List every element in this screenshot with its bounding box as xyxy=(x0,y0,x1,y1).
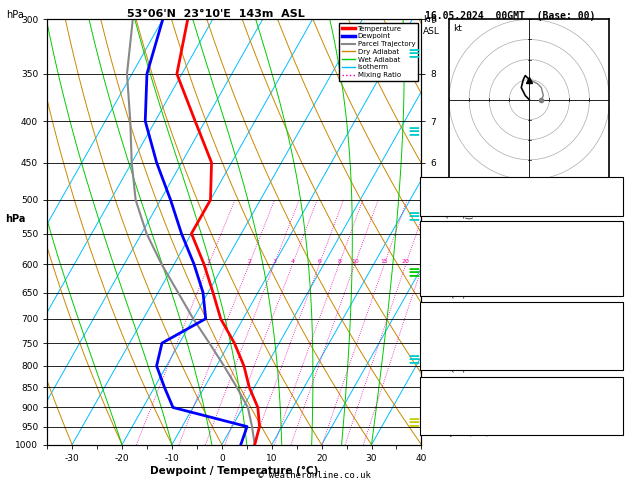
Text: LCL: LCL xyxy=(427,422,442,431)
Text: 297: 297 xyxy=(602,329,620,338)
Text: CIN (J): CIN (J) xyxy=(426,289,467,299)
Text: hPa: hPa xyxy=(5,214,25,224)
Text: 8: 8 xyxy=(614,340,620,350)
Text: kt: kt xyxy=(453,24,462,34)
Text: ≡: ≡ xyxy=(408,124,420,139)
Title: 53°06'N  23°10'E  143m  ASL: 53°06'N 23°10'E 143m ASL xyxy=(126,9,304,18)
Text: © weatheronline.co.uk: © weatheronline.co.uk xyxy=(258,471,371,480)
Text: 16.05.2024  00GMT  (Base: 00): 16.05.2024 00GMT (Base: 00) xyxy=(425,11,595,21)
Text: Lifted Index: Lifted Index xyxy=(426,340,497,350)
Text: 2: 2 xyxy=(247,259,251,264)
Text: Pressure (mb): Pressure (mb) xyxy=(426,317,503,327)
Text: Lifted Index: Lifted Index xyxy=(426,267,497,277)
Text: CAPE (J): CAPE (J) xyxy=(426,351,474,361)
Text: CIN (J): CIN (J) xyxy=(426,363,467,372)
Text: 123°: 123° xyxy=(596,416,620,425)
Text: 900: 900 xyxy=(602,317,620,327)
Text: 15: 15 xyxy=(381,259,388,264)
Text: StmDir: StmDir xyxy=(426,416,462,425)
Text: ≡: ≡ xyxy=(408,265,420,279)
X-axis label: Dewpoint / Temperature (°C): Dewpoint / Temperature (°C) xyxy=(150,466,318,476)
Text: CAPE (J): CAPE (J) xyxy=(426,278,474,288)
Text: PW (cm): PW (cm) xyxy=(426,208,467,218)
Text: 10: 10 xyxy=(351,259,359,264)
Text: 3: 3 xyxy=(272,259,276,264)
Text: 3.8: 3.8 xyxy=(602,246,620,256)
Text: K: K xyxy=(426,182,432,192)
Text: Dewp (°C): Dewp (°C) xyxy=(426,246,479,256)
Text: -8: -8 xyxy=(608,182,620,192)
Text: ≡: ≡ xyxy=(408,46,420,61)
Text: ASL: ASL xyxy=(423,27,440,36)
Text: 6: 6 xyxy=(318,259,321,264)
Text: 20: 20 xyxy=(402,259,409,264)
Text: 8: 8 xyxy=(337,259,341,264)
Text: θₑ (K): θₑ (K) xyxy=(426,329,462,338)
Text: Mixing Ratio (g/kg): Mixing Ratio (g/kg) xyxy=(465,195,475,269)
Text: hPa: hPa xyxy=(6,10,24,20)
Text: 13: 13 xyxy=(608,427,620,437)
Text: Temp (°C): Temp (°C) xyxy=(426,235,479,245)
Text: 292: 292 xyxy=(602,257,620,266)
Text: 42: 42 xyxy=(608,195,620,205)
Text: 1: 1 xyxy=(207,259,211,264)
Text: 12: 12 xyxy=(608,267,620,277)
Text: SREH: SREH xyxy=(426,404,450,414)
Text: 1.02: 1.02 xyxy=(596,208,620,218)
Text: 0: 0 xyxy=(614,278,620,288)
Text: ≡: ≡ xyxy=(408,352,420,367)
Text: StmSpd (kt): StmSpd (kt) xyxy=(426,427,491,437)
Text: -26: -26 xyxy=(602,404,620,414)
Text: Surface: Surface xyxy=(501,223,542,233)
Text: Most Unstable: Most Unstable xyxy=(483,304,560,314)
Legend: Temperature, Dewpoint, Parcel Trajectory, Dry Adiabat, Wet Adiabat, Isotherm, Mi: Temperature, Dewpoint, Parcel Trajectory… xyxy=(340,23,418,81)
Text: 6.6: 6.6 xyxy=(602,235,620,245)
Text: Totals Totals: Totals Totals xyxy=(426,195,503,205)
Text: 4: 4 xyxy=(291,259,294,264)
Text: ≡: ≡ xyxy=(408,209,420,224)
Text: 0: 0 xyxy=(614,289,620,299)
Text: θₑ(K): θₑ(K) xyxy=(426,257,456,266)
Text: ≡: ≡ xyxy=(408,416,420,430)
Text: 0: 0 xyxy=(614,351,620,361)
Text: -50: -50 xyxy=(602,392,620,402)
Text: km: km xyxy=(423,15,437,24)
Text: EH: EH xyxy=(426,392,438,402)
Text: Hodograph: Hodograph xyxy=(495,379,548,388)
Text: 0: 0 xyxy=(614,363,620,372)
